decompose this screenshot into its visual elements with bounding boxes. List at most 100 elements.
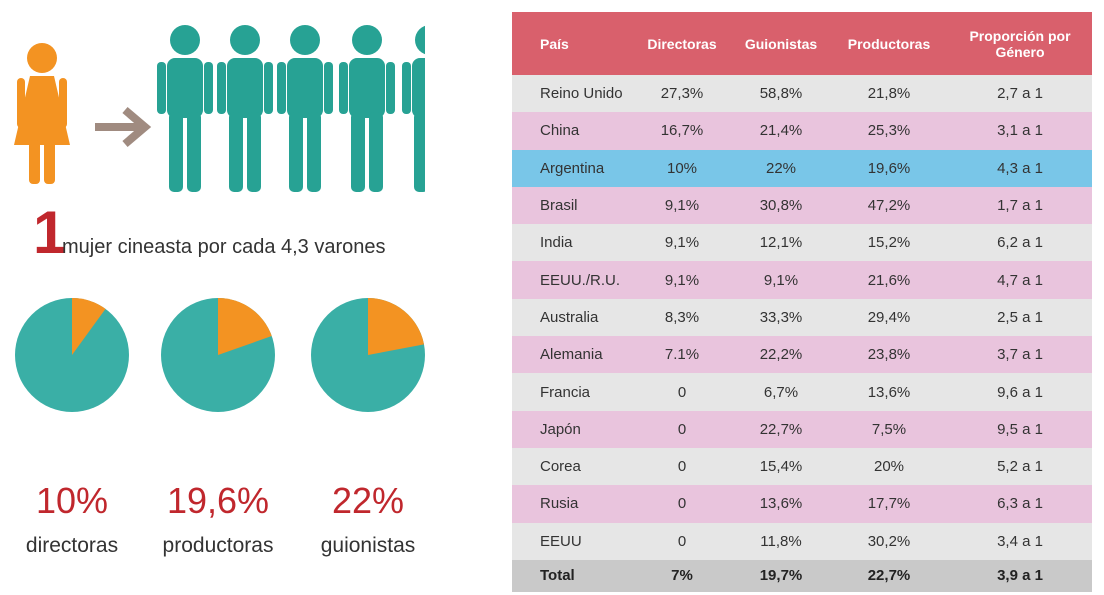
cell: 4,3 a 1 [997,159,1043,177]
table-row: Rusia 0 13,6% 17,7% 6,3 a 1 [512,485,1092,523]
cell: 30,8% [759,197,803,215]
cell: 22,2% [759,346,803,364]
table-row: Reino Unido 27,3% 58,8% 21,8% 2,7 a 1 [512,75,1092,113]
cell: 27,3% [660,85,704,103]
cell: EEUU [540,532,582,550]
cell: 0 [677,458,687,476]
table-row: Japón 0 22,7% 7,5% 9,5 a 1 [512,410,1092,448]
cell: Reino Unido [540,85,623,103]
cell: 22% [765,159,797,177]
headline-number: 1 [33,199,66,266]
cell: 11,8% [760,532,802,550]
cell: 15,2% [867,234,911,252]
table-row: EEUU 0 11,8% 30,2% 3,4 a 1 [512,522,1092,560]
cell: 6,7% [763,383,799,401]
cell: 7% [671,567,693,585]
cell: 20% [873,458,905,476]
cell: 0 [677,383,687,401]
cell: Australia [540,308,599,326]
pie-value-label: 19,6% [167,480,269,521]
table-row: Alemania 7.1% 22,2% 23,8% 3,7 a 1 [512,336,1092,374]
table-row: China 16,7% 21,4% 25,3% 3,1 a 1 [512,112,1092,150]
table-row: Brasil 9,1% 30,8% 47,2% 1,7 a 1 [512,186,1092,225]
cell: 2,5 a 1 [997,308,1043,326]
cell: 19,6% [867,159,911,177]
cell: 3,4 a 1 [997,532,1043,550]
cell: 10% [666,159,698,177]
cell: 3,9 a 1 [997,567,1043,585]
cell: Rusia [540,495,579,513]
cell: India [540,234,573,252]
cell: 22,7% [759,420,803,438]
cell: 9,1% [763,271,799,289]
cell: 13,6% [759,495,803,513]
pie-value-label: 10% [36,480,108,521]
cell: 6,2 a 1 [997,234,1043,252]
cell: 4,7 a 1 [997,271,1043,289]
table-row: Corea 0 15,4% 20% 5,2 a 1 [512,447,1092,486]
pie-label: directoras [26,534,118,557]
cell: 2,7 a 1 [997,85,1043,103]
cell: 25,3% [867,122,911,140]
arrow [95,106,152,148]
table-row: EEUU./R.U. 9,1% 9,1% 21,6% 4,7 a 1 [512,261,1092,299]
table-row: Francia 0 6,7% 13,6% 9,6 a 1 [512,373,1092,411]
cell: 6,3 a 1 [997,495,1043,513]
cell: 0 [677,532,687,550]
cell: 9,5 a 1 [997,420,1043,438]
cell: Francia [540,383,591,401]
cell: País [540,35,569,52]
men-icons [157,25,425,192]
cell: 47,2% [867,197,911,215]
cell: 23,8% [867,346,911,364]
cell: Japón [540,420,581,438]
cell: 16,7% [660,122,704,140]
cell: Productoras [847,35,931,52]
cell: 1,7 a 1 [997,197,1043,215]
cell: Directoras [647,35,717,52]
cell: 3,7 a 1 [997,346,1043,364]
cell: 29,4% [867,308,911,326]
cell: 0 [677,495,687,513]
table: País Directoras Guionistas Productoras Propo… [512,12,1092,592]
cell: 21,6% [867,271,911,289]
tot: Total 7% 19,7% 22,7% 3,9 a 1 [512,559,1092,592]
cell: Brasil [540,197,578,215]
pie-value-label: 22% [332,480,404,521]
pie-label: productoras [163,534,274,557]
cell: 0 [677,420,687,438]
headline-text: mujer cineasta por cada 4,3 varones [62,236,386,258]
cell: China [540,122,580,140]
cell: Proporción por Género [969,27,1071,60]
cell: 5,2 a 1 [997,458,1043,476]
table-row: India 9,1% 12,1% 15,2% 6,2 a 1 [512,224,1092,262]
infographic: 1 mujer cineasta por cada 4,3 varones 10… [14,25,425,557]
cell: 13,6% [867,383,911,401]
cell: 21,8% [867,85,911,103]
table-row: Australia 8,3% 33,3% 29,4% 2,5 a 1 [512,298,1092,337]
cell: 19,7% [759,567,803,585]
cell: Guionistas [744,35,818,52]
cell: 9,1% [664,197,700,215]
woman-icon [14,43,70,184]
cell: 8,3% [664,308,700,326]
cell: 22,7% [867,567,911,585]
pie-slice [368,298,424,355]
pie-label: guionistas [321,534,416,557]
cell: 12,1% [759,234,803,252]
cell: 17,7% [867,495,911,513]
cell: 7.1% [664,346,700,364]
cell: Argentina [540,159,605,177]
cell: 3,1 a 1 [997,122,1043,140]
cell: 7,5% [871,420,907,438]
cell: Alemania [540,346,603,364]
cell: 21,4% [759,122,803,140]
cell: 15,4% [759,458,803,476]
hdr: País Directoras Guionistas Productoras Propo… [512,12,1092,75]
cell: 9,1% [664,234,700,252]
pie-slice [72,298,106,355]
cell: 9,6 a 1 [997,383,1043,401]
cell: Corea [540,458,581,476]
pie-slice [218,298,272,355]
